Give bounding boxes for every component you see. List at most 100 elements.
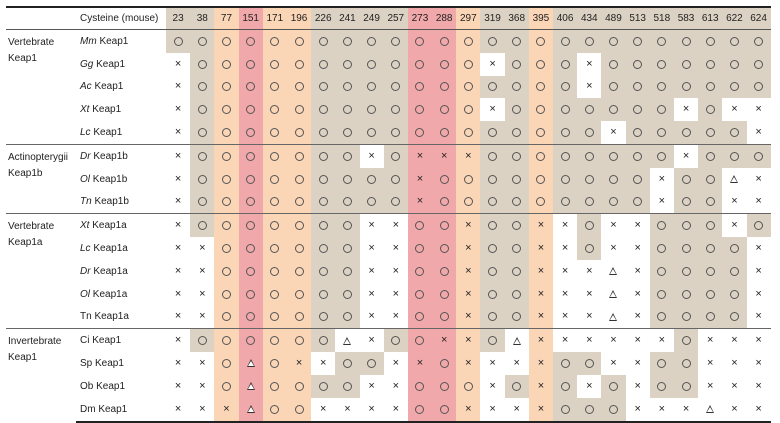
conservation-cell: × [673,98,699,122]
position-header: 489 [601,7,626,30]
conservation-cell [286,143,312,168]
cross-mark: × [368,264,375,277]
cross-mark: × [658,402,666,415]
conservation-cell: × [601,121,626,145]
conservation-cell: × [722,213,747,238]
circle-mark [391,197,401,207]
conservation-cell [504,328,529,353]
conservation-cell [601,374,626,398]
conservation-cell: × [359,328,384,353]
circle-mark [657,381,667,391]
cross-mark: × [707,334,714,347]
conservation-cell: × [528,374,553,398]
conservation-cell [625,75,650,99]
conservation-cell [504,52,529,76]
circle-mark [439,105,449,115]
conservation-cell [649,121,674,145]
conservation-cell: × [577,282,602,306]
circle-mark [246,289,256,299]
conservation-cell: × [528,352,553,375]
circle-mark [754,36,764,46]
conservation-cell [359,52,384,76]
conservation-cell: × [528,328,553,353]
cross-mark: × [755,195,762,208]
conservation-cell: × [673,143,699,168]
conservation-cell [673,75,699,99]
cross-mark: × [634,379,641,392]
circle-mark [221,221,231,231]
circle-mark [681,266,691,276]
circle-mark [439,312,449,322]
cross-mark: × [368,402,375,415]
circle-mark [342,266,352,276]
cross-mark: × [731,195,738,208]
conservation-cell [383,52,408,76]
cross-mark: × [174,219,182,232]
circle-mark [705,82,715,92]
circle-mark [608,174,618,184]
conservation-cell [311,259,336,283]
conservation-cell: × [166,213,191,238]
group-label-line: Invertebrate [8,336,62,348]
circle-mark [294,36,304,46]
conservation-cell [649,282,674,306]
conservation-cell: × [698,352,723,375]
conservation-cell: × [359,259,384,283]
conservation-cell [625,143,650,168]
conservation-cell [649,98,674,122]
conservation-cell: × [553,282,578,306]
circle-mark [246,312,256,322]
conservation-cell [649,237,674,260]
circle-mark [512,243,522,253]
circle-mark [342,82,352,92]
conservation-cell [359,75,384,99]
circle-mark [342,197,352,207]
position-header: 226 [311,7,336,30]
conservation-cell [262,374,287,398]
circle-mark [439,358,449,368]
conservation-cell [166,29,191,53]
circle-mark [270,266,280,276]
circle-mark [681,127,691,137]
cross-mark: × [416,172,424,185]
conservation-cell [214,29,239,53]
position-header: 249 [359,7,384,30]
cross-mark: × [561,287,569,300]
circle-mark [221,312,231,322]
conservation-cell [262,282,287,306]
cross-mark: × [586,334,593,347]
cross-mark: × [755,126,762,139]
position-header: 196 [286,7,312,30]
circle-mark [367,105,377,115]
circle-mark [415,289,425,299]
circle-mark [367,59,377,69]
conservation-cell: × [432,143,457,168]
conservation-cell: × [456,143,481,168]
circle-mark [221,381,231,391]
conservation-cell [286,305,312,329]
table-row: Ob Keap1 × × × × × × × × × × × [6,374,771,398]
cross-mark: × [707,357,714,370]
protein-name: Keap1a [89,220,127,232]
conservation-cell [722,52,747,76]
circle-mark [342,174,352,184]
cross-mark: × [586,287,593,300]
conservation-cell [190,143,215,168]
conservation-cell: × [577,75,602,99]
group-label-line: Keap1a [8,237,43,249]
conservation-cell [214,98,239,122]
conservation-cell [601,167,626,191]
conservation-cell [480,121,505,145]
cross-mark: × [368,379,375,392]
circle-mark [197,174,207,184]
conservation-cell [722,259,747,283]
conservation-cell [432,237,457,260]
protein-name: Keap1a [90,288,128,300]
conservation-cell: × [383,213,408,238]
conservation-cell [601,98,626,122]
conservation-cell [238,352,263,375]
conservation-cell [625,52,650,76]
conservation-cell: × [722,352,747,375]
conservation-cell [673,190,699,214]
conservation-cell: × [746,374,771,398]
